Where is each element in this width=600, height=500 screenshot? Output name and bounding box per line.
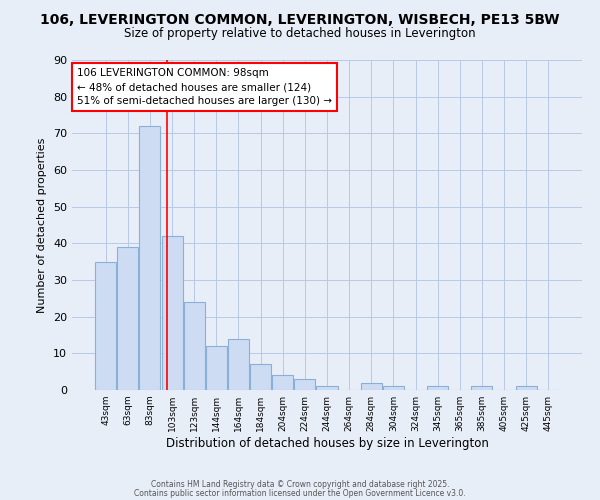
Bar (118, 247, 139, 390)
Y-axis label: Number of detached properties: Number of detached properties (37, 138, 47, 312)
Text: 106 LEVERINGTON COMMON: 98sqm
← 48% of detached houses are smaller (124)
51% of : 106 LEVERINGTON COMMON: 98sqm ← 48% of d… (77, 68, 332, 106)
Bar (95, 262, 116, 390)
Text: Contains public sector information licensed under the Open Government Licence v3: Contains public sector information licen… (134, 490, 466, 498)
Text: Size of property relative to detached houses in Leverington: Size of property relative to detached ho… (124, 28, 476, 40)
Bar (316, 386, 338, 390)
Bar (161, 236, 182, 390)
Bar (427, 386, 448, 390)
Text: Contains HM Land Registry data © Crown copyright and database right 2025.: Contains HM Land Registry data © Crown c… (151, 480, 449, 489)
X-axis label: Distribution of detached houses by size in Leverington: Distribution of detached houses by size … (166, 437, 488, 450)
Bar (472, 386, 493, 390)
Bar (228, 338, 249, 390)
Bar (139, 126, 160, 390)
Text: 106, LEVERINGTON COMMON, LEVERINGTON, WISBECH, PE13 5BW: 106, LEVERINGTON COMMON, LEVERINGTON, WI… (40, 12, 560, 26)
Bar (383, 386, 404, 390)
Bar (184, 302, 205, 390)
Bar (250, 364, 271, 390)
Bar (272, 376, 293, 390)
Bar (295, 379, 316, 390)
Bar (206, 346, 227, 390)
Bar (515, 386, 536, 390)
Bar (361, 382, 382, 390)
